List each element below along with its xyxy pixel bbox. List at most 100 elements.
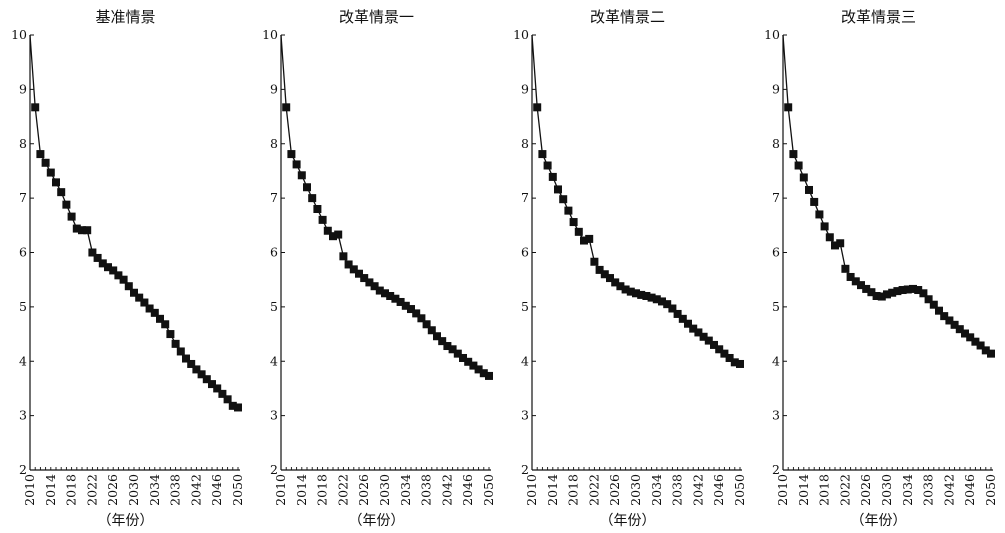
data-point <box>344 260 353 269</box>
y-tick-label: 10 <box>513 27 529 42</box>
data-point <box>282 103 291 112</box>
data-point <box>652 295 661 304</box>
data-point <box>334 230 343 239</box>
data-point <box>883 290 891 299</box>
data-point <box>940 312 949 321</box>
x-tick-label: 2018 <box>566 474 581 506</box>
data-point <box>422 320 431 329</box>
x-tick-label: 2026 <box>105 474 120 506</box>
data-point <box>192 365 201 374</box>
data-point <box>396 297 405 306</box>
x-tick-label: 2010 <box>524 474 539 506</box>
x-tick-label: 2018 <box>64 474 79 506</box>
data-point <box>433 332 441 341</box>
data-point <box>98 259 107 268</box>
series-line <box>29 34 239 409</box>
y-tick-label: 4 <box>19 353 27 368</box>
data-point <box>805 185 813 194</box>
data-point <box>161 320 170 329</box>
data-point <box>981 346 990 355</box>
data-point <box>308 194 317 203</box>
data-point <box>438 337 447 346</box>
x-tick-label: 2026 <box>607 474 622 506</box>
panel-title: 改革情景三 <box>840 8 916 26</box>
y-tick-label: 7 <box>772 190 780 205</box>
data-point <box>914 286 923 295</box>
plot-area: 2 3 4 5 6 7 8 9 10 2010 2014 2018 2022 2026 2030 2034 20… <box>262 27 496 506</box>
data-point <box>720 349 729 358</box>
y-tick-label: 2 <box>772 462 780 477</box>
y-tick-label: 7 <box>19 190 27 205</box>
data-point <box>323 226 332 235</box>
data-point <box>479 369 488 378</box>
data-point <box>836 239 845 248</box>
x-tick-label: 2042 <box>941 474 956 506</box>
data-point <box>182 354 190 363</box>
data-point <box>794 161 803 170</box>
data-point <box>412 309 421 318</box>
data-point <box>642 292 651 300</box>
plot-area: 2 3 4 5 6 7 8 9 10 2010 2014 2018 2022 2026 2030 2034 20… <box>513 27 747 506</box>
data-point <box>119 275 128 284</box>
plot-area: 2 3 4 5 6 7 8 9 10 2010 2014 2018 2022 2026 2030 2034 20… <box>764 27 998 506</box>
data-point <box>57 188 66 197</box>
x-tick-label: 2038 <box>921 474 936 506</box>
data-point <box>36 150 45 159</box>
panel-title: 改革情景二 <box>589 8 665 26</box>
data-point <box>313 205 322 213</box>
y-tick-label: 7 <box>270 190 278 205</box>
y-tick-label: 4 <box>270 353 278 368</box>
data-point <box>218 389 227 398</box>
y-tick-label: 4 <box>521 353 529 368</box>
data-point <box>62 200 71 209</box>
data-point <box>841 264 850 273</box>
data-point <box>626 287 635 296</box>
data-point <box>360 274 369 283</box>
data-point <box>590 257 599 266</box>
x-axis-label: （年份） <box>599 513 656 529</box>
x-tick-label: 2022 <box>335 474 350 506</box>
y-tick-label: 6 <box>521 245 529 260</box>
data-point <box>632 289 640 298</box>
data-point <box>846 272 855 281</box>
data-point <box>955 325 964 334</box>
data-point <box>88 248 97 257</box>
data-point <box>950 320 959 329</box>
data-point <box>976 341 985 350</box>
x-tick-label: 2014 <box>796 474 811 506</box>
x-tick-label: 2046 <box>460 474 475 506</box>
data-point <box>67 212 76 221</box>
data-point <box>548 172 557 181</box>
y-tick-label: 2 <box>270 462 278 477</box>
data-point <box>46 168 55 177</box>
data-point <box>831 241 839 250</box>
y-tick-label: 9 <box>772 81 780 96</box>
data-point <box>715 345 724 354</box>
data-point <box>370 282 379 291</box>
data-point <box>799 173 808 182</box>
data-point <box>663 300 672 309</box>
x-tick-label: 2018 <box>817 474 832 506</box>
x-tick-label: 2046 <box>209 474 224 506</box>
data-point <box>533 103 542 112</box>
x-tick-label: 2046 <box>962 474 977 506</box>
x-tick-label: 2034 <box>147 474 162 506</box>
y-tick-label: 5 <box>270 299 278 314</box>
data-point <box>140 298 149 307</box>
data-point <box>704 336 713 345</box>
data-point <box>349 265 358 274</box>
y-tick-label: 8 <box>19 136 27 151</box>
data-point <box>810 197 819 206</box>
data-point <box>114 271 123 280</box>
series-line <box>782 34 992 355</box>
x-tick-label: 2034 <box>649 474 664 506</box>
data-point <box>909 284 917 293</box>
data-point <box>401 301 410 310</box>
data-point <box>130 288 138 297</box>
data-point <box>606 274 614 283</box>
y-tick-label: 9 <box>521 81 529 96</box>
data-point <box>569 218 578 227</box>
data-point <box>872 292 881 300</box>
x-tick-label: 2018 <box>315 474 330 506</box>
data-point <box>443 342 452 351</box>
